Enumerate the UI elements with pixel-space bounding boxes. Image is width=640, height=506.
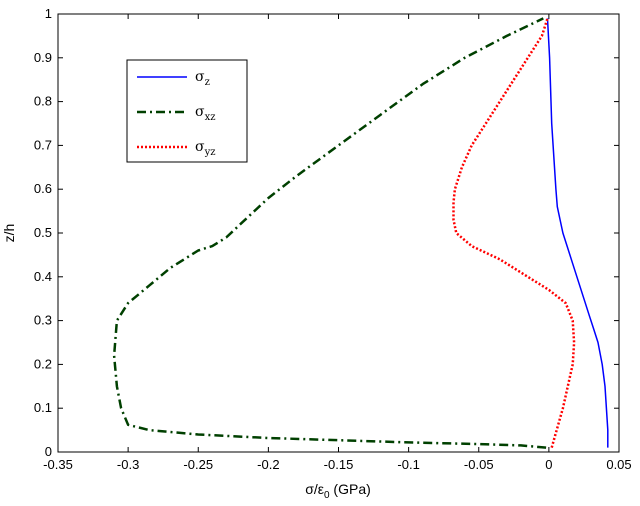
y-tick-label: 0.1	[34, 400, 52, 415]
y-tick-label: 1	[45, 6, 52, 21]
x-tick-label: -0.2	[257, 457, 279, 472]
axis-ticks	[57, 13, 620, 453]
x-tick-label: -0.25	[183, 457, 213, 472]
y-tick-label: 0.4	[34, 269, 52, 284]
legend-label-sigma-xz: σxz	[195, 104, 215, 123]
series-layer	[112, 17, 609, 449]
series-line-xz	[112, 17, 547, 449]
x-tick-label: -0.05	[464, 457, 494, 472]
y-tick-labels: 0 0.1 0.2 0.3 0.4 0.5 0.6 0.7 0.8 0.9 1	[34, 6, 52, 459]
series-line-yz	[452, 18, 576, 448]
x-tick-label: -0.35	[43, 457, 73, 472]
y-tick-label: 0.5	[34, 225, 52, 240]
series-line-z	[546, 18, 609, 448]
y-tick-label: 0.3	[34, 313, 52, 328]
y-tick-label: 0.6	[34, 181, 52, 196]
x-tick-label: -0.1	[397, 457, 419, 472]
y-axis-label: z/h	[1, 224, 17, 243]
legend-label-sigma-yz: σyz	[195, 139, 215, 158]
x-tick-label: 0.05	[606, 457, 631, 472]
x-tick-label: 0	[545, 457, 552, 472]
x-axis-label: σ/ε0 (GPa)	[305, 481, 371, 501]
y-tick-label: 0.7	[34, 137, 52, 152]
x-tick-label: -0.3	[117, 457, 139, 472]
legend-label-sigma-z: σz	[195, 69, 210, 88]
y-tick-label: 0	[45, 444, 52, 459]
y-tick-label: 0.8	[34, 94, 52, 109]
y-tick-label: 0.9	[34, 50, 52, 65]
y-tick-label: 0.2	[34, 356, 52, 371]
x-tick-labels: -0.35 -0.3 -0.25 -0.2 -0.15 -0.1 -0.05 0 0.05	[43, 457, 631, 472]
x-tick-label: -0.15	[324, 457, 354, 472]
legend: σz σxz σyz	[126, 59, 248, 163]
